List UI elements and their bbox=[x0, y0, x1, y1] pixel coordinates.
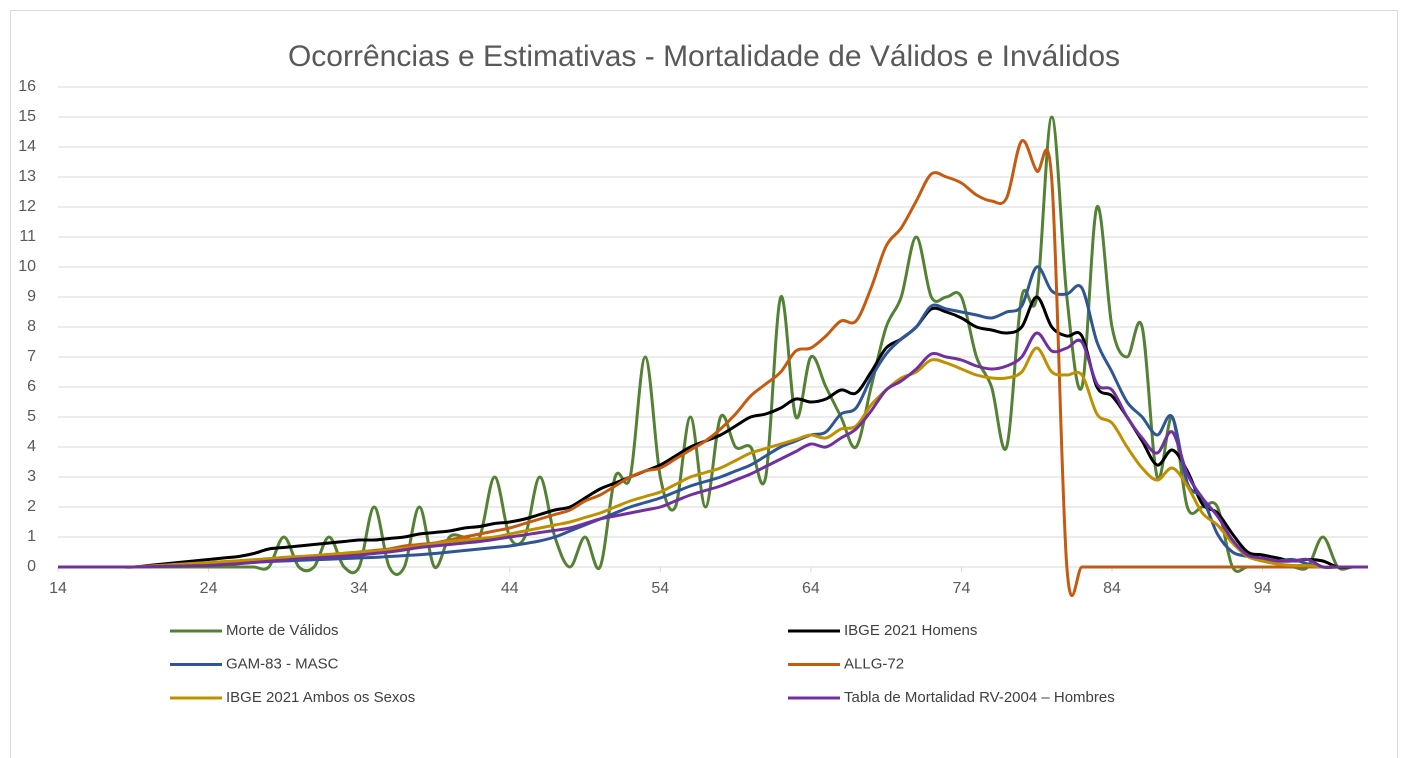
y-tick-label: 13 bbox=[18, 168, 36, 185]
series-line bbox=[58, 331, 1368, 570]
series-line bbox=[58, 346, 1368, 569]
x-tick-label: 74 bbox=[953, 580, 971, 597]
x-tick-label: 54 bbox=[651, 580, 669, 597]
chart-border bbox=[10, 10, 1398, 758]
x-tick-label: 44 bbox=[501, 580, 519, 597]
y-tick-label: 16 bbox=[18, 78, 36, 95]
x-tick-label: 84 bbox=[1103, 580, 1121, 597]
legend-label: ALLG-72 bbox=[844, 655, 904, 672]
x-tick-label: 34 bbox=[350, 580, 368, 597]
y-tick-label: 7 bbox=[27, 348, 36, 365]
y-tick-label: 10 bbox=[18, 258, 36, 275]
series-line bbox=[58, 295, 1368, 569]
legend-label: IBGE 2021 Ambos os Sexos bbox=[226, 689, 415, 706]
y-tick-label: 4 bbox=[27, 438, 36, 455]
x-tick-label: 94 bbox=[1254, 580, 1272, 597]
y-tick-label: 6 bbox=[27, 378, 36, 395]
y-tick-label: 2 bbox=[27, 498, 36, 515]
x-tick-label: 64 bbox=[802, 580, 820, 597]
series-line bbox=[58, 115, 1368, 576]
legend-label: Morte de Válidos bbox=[226, 622, 339, 639]
y-tick-label: 8 bbox=[27, 318, 36, 335]
y-tick-label: 0 bbox=[27, 558, 36, 575]
y-tick-label: 3 bbox=[27, 468, 36, 485]
y-tick-label: 5 bbox=[27, 408, 36, 425]
y-tick-label: 12 bbox=[18, 198, 36, 215]
x-tick-label: 14 bbox=[49, 580, 67, 597]
x-tick-label: 24 bbox=[200, 580, 218, 597]
y-tick-label: 15 bbox=[18, 108, 36, 125]
legend-label: Tabla de Mortalidad RV-2004 – Hombres bbox=[844, 689, 1115, 706]
y-tick-label: 9 bbox=[27, 288, 36, 305]
chart-title: Ocorrências e Estimativas - Mortalidade … bbox=[288, 40, 1120, 73]
y-tick-label: 1 bbox=[27, 528, 36, 545]
y-tick-label: 11 bbox=[19, 228, 36, 245]
legend-label: GAM-83 - MASC bbox=[226, 655, 339, 672]
legend-label: IBGE 2021 Homens bbox=[844, 622, 977, 639]
y-tick-label: 14 bbox=[18, 138, 36, 155]
